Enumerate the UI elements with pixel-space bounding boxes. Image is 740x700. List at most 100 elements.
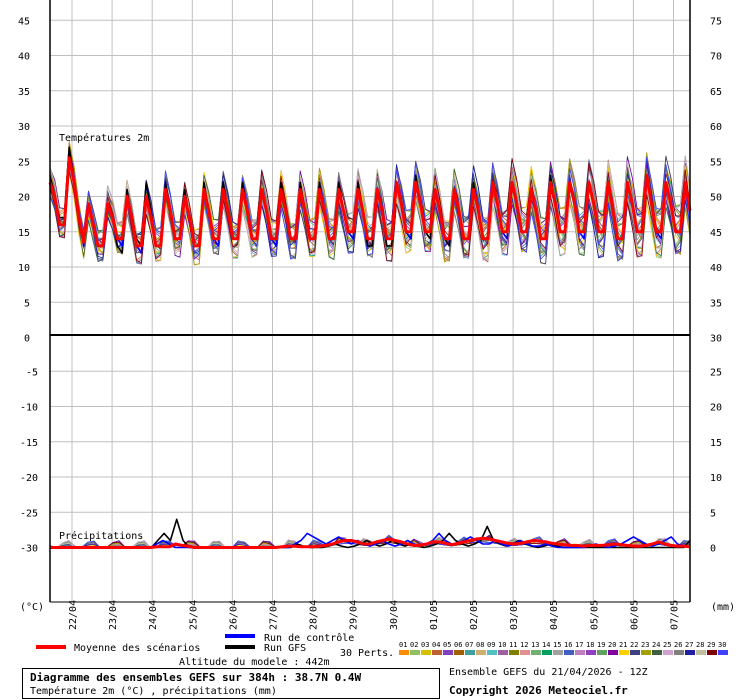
member-number: 20 xyxy=(608,641,616,649)
member-swatch xyxy=(421,650,431,655)
legend-mean-swatch xyxy=(36,645,66,649)
x-tick-label: 23/04 xyxy=(108,600,119,630)
member-number: 26 xyxy=(674,641,682,649)
x-tick-label: 26/04 xyxy=(228,600,239,630)
right-axis-unit: (mm) xyxy=(711,602,735,613)
x-tick-label: 27/04 xyxy=(269,600,280,630)
precipitation-panel-label: Précipitations xyxy=(59,530,143,542)
temp-right-tick: 60 xyxy=(710,122,722,133)
member-swatch xyxy=(696,650,706,655)
member-number: 08 xyxy=(476,641,484,649)
member-swatch xyxy=(443,650,453,655)
x-tick-label: 05/05 xyxy=(589,600,600,630)
prec-right-tick: 10 xyxy=(710,473,722,484)
member-number: 18 xyxy=(586,641,594,649)
member-number: 23 xyxy=(641,641,649,649)
x-tick-label: 22/04 xyxy=(68,600,79,630)
temp-left-tick: 45 xyxy=(18,16,30,27)
left-axis-unit: (°C) xyxy=(20,602,44,613)
member-number: 06 xyxy=(454,641,462,649)
member-number: 03 xyxy=(421,641,429,649)
member-swatch xyxy=(410,650,420,655)
legend-gfs-swatch xyxy=(225,645,255,649)
legend-gfs-label: Run GFS xyxy=(264,643,306,654)
temp-right-tick: 45 xyxy=(710,228,722,239)
member-swatch xyxy=(465,650,475,655)
member-swatch xyxy=(597,650,607,655)
x-tick-label: 29/04 xyxy=(349,600,360,630)
temp-left-tick: 20 xyxy=(18,193,30,204)
member-swatch xyxy=(707,650,717,655)
member-number: 12 xyxy=(520,641,528,649)
member-number: 30 xyxy=(718,641,726,649)
footer: Diagramme des ensembles GEFS sur 384h : … xyxy=(22,667,648,699)
model-altitude: Altitude du modele : 442m xyxy=(179,657,330,668)
member-number: 07 xyxy=(465,641,473,649)
axes: 22/04 23/04 24/04 25/04 26/04 27/04 28/04 29/04… xyxy=(18,0,722,630)
temp-right-tick: 70 xyxy=(710,52,722,63)
member-swatch xyxy=(498,650,508,655)
member-swatch xyxy=(553,650,563,655)
x-tick-label: 28/04 xyxy=(309,600,320,630)
prec-left-tick: -20 xyxy=(20,473,38,484)
temp-left-tick: 0 xyxy=(24,334,30,345)
footer-copyright: Copyright 2026 Meteociel.fr xyxy=(449,684,628,697)
member-number: 14 xyxy=(542,641,550,649)
member-number: 05 xyxy=(443,641,451,649)
x-tick-label: 06/05 xyxy=(629,600,640,630)
member-number: 28 xyxy=(696,641,704,649)
member-number: 13 xyxy=(531,641,539,649)
member-number: 19 xyxy=(597,641,605,649)
member-number: 01 xyxy=(399,641,407,649)
x-tick-label: 01/05 xyxy=(429,600,440,630)
footer-run-info: Ensemble GEFS du 21/04/2026 - 12Z xyxy=(449,667,648,678)
temp-right-tick: 75 xyxy=(710,16,722,27)
temperature-panel-label: Températures 2m xyxy=(59,132,149,144)
member-number: 29 xyxy=(707,641,715,649)
legend: Moyenne des scénarios Run de contrôle Ru… xyxy=(36,632,728,668)
member-swatch xyxy=(575,650,585,655)
prec-left-tick: -5 xyxy=(26,367,38,378)
member-number: 22 xyxy=(630,641,638,649)
member-swatch xyxy=(630,650,640,655)
member-swatch xyxy=(685,650,695,655)
member-number: 25 xyxy=(663,641,671,649)
member-temp-line xyxy=(49,142,691,265)
x-tick-label: 24/04 xyxy=(148,600,159,630)
temp-right-tick: 35 xyxy=(710,298,722,309)
legend-control-label: Run de contrôle xyxy=(264,632,354,644)
member-number: 21 xyxy=(619,641,627,649)
temp-left-tick: 15 xyxy=(18,228,30,239)
temp-series-mean xyxy=(48,156,692,248)
member-swatch xyxy=(718,650,728,655)
footer-title: Diagramme des ensembles GEFS sur 384h : … xyxy=(30,671,362,684)
member-number: 10 xyxy=(498,641,506,649)
x-tick-label: 25/04 xyxy=(188,600,199,630)
x-tick-label: 30/04 xyxy=(389,600,400,630)
prec-right-tick: 5 xyxy=(710,508,716,519)
footer-box xyxy=(22,668,440,699)
member-swatch xyxy=(520,650,530,655)
member-number: 27 xyxy=(685,641,693,649)
prec-left-tick: -25 xyxy=(20,508,38,519)
member-legend: 01 02 03 04 05 06 07 08 09 10 11 12 13 14 15 16 17 18 19 20… xyxy=(399,641,728,655)
x-tick-label: 02/05 xyxy=(469,600,480,630)
member-number: 02 xyxy=(410,641,418,649)
temp-left-tick: 10 xyxy=(18,263,30,274)
member-number: 15 xyxy=(553,641,561,649)
x-tick-label: 03/05 xyxy=(509,600,520,630)
prec-left-tick: -10 xyxy=(20,403,38,414)
temp-left-tick: 40 xyxy=(18,52,30,63)
prec-left-tick: -30 xyxy=(20,544,38,555)
main-series xyxy=(48,146,692,549)
temp-left-tick: 35 xyxy=(18,87,30,98)
member-temp-line xyxy=(49,157,691,264)
member-swatch xyxy=(663,650,673,655)
member-swatch xyxy=(509,650,519,655)
prec-right-tick: 20 xyxy=(710,403,722,414)
temp-left-tick: 25 xyxy=(18,157,30,168)
member-number: 17 xyxy=(575,641,583,649)
x-tick-label: 04/05 xyxy=(549,600,560,630)
prec-right-tick: 15 xyxy=(710,438,722,449)
temp-right-tick: 50 xyxy=(710,193,722,204)
